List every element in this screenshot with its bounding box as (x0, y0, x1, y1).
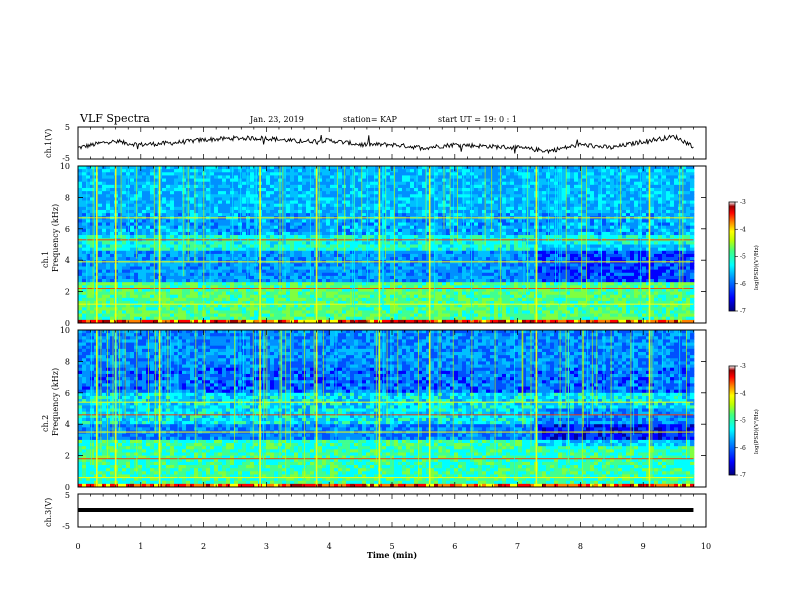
ch3-waveform-panel: 5 -5 ch.3(V) (44, 491, 707, 531)
x-tick-label: 5 (389, 542, 394, 551)
spectrogram-ytick-label: 8 (65, 193, 70, 202)
ch1-waveform-ylabel: ch.1(V) (44, 129, 53, 158)
ch1-waveform-line (77, 134, 694, 155)
x-tick-label: 4 (327, 542, 332, 551)
ch2-spectrogram-panel: 10 8 6 4 2 0 ch.2 Frequency (kHz) (41, 326, 707, 492)
colorbar-tick-label: -4 (740, 226, 746, 233)
spectrogram-ytick-label: 8 (65, 357, 70, 366)
x-tick-label: 9 (641, 542, 646, 551)
colorbar-tick-label: -5 (740, 254, 746, 261)
ch1-ytick-bottom: -5 (62, 154, 70, 163)
colorbar-tick-label: -4 (740, 390, 746, 397)
ch1-spectrogram-ylabel-channel: ch.1 (41, 251, 50, 268)
x-tick-label: 3 (264, 542, 269, 551)
start-time-label: start UT = 19: 0 : 1 (438, 115, 517, 124)
x-tick-label: 0 (75, 542, 80, 551)
spectrogram-ytick-label: 10 (60, 326, 70, 335)
x-tick-label: 2 (201, 542, 206, 551)
ch2-colorbar-scale (728, 365, 736, 476)
ch2-spectrogram-ylabel-channel: ch.2 (41, 415, 50, 432)
colorbar-tick-label: -3 (740, 363, 746, 370)
ch1-colorbar: -3 -4 -5 -6 -7 log(PSD)(V²/Hz) (728, 199, 760, 315)
ch3-ytick-bottom: -5 (62, 522, 70, 531)
x-tick-label: 8 (578, 542, 583, 551)
ch3-waveform-ylabel: ch.3(V) (44, 498, 53, 527)
ch1-waveform-panel: 5 -5 ch.1(V) (44, 123, 707, 163)
colorbar-tick-label: -7 (740, 472, 746, 479)
ch2-spectrogram-ylabel-frequency: Frequency (kHz) (51, 368, 60, 436)
figure-title: VLF Spectra (79, 112, 150, 125)
ch1-spectrogram-panel: 10 8 6 4 2 0 ch.1 Frequency (kHz) (41, 162, 707, 328)
colorbar-tick-label: -7 (740, 308, 746, 315)
spectrogram-ytick-label: 6 (65, 225, 70, 234)
x-tick-label: 6 (452, 542, 457, 551)
spectrogram-ytick-label: 2 (65, 452, 70, 461)
x-tick-label: 1 (138, 542, 143, 551)
ch1-colorbar-scale (728, 201, 736, 312)
date-label: Jan. 23, 2019 (249, 115, 304, 124)
spectrogram-ytick-label: 0 (65, 483, 70, 492)
x-tick-labels: 0 1 2 3 4 5 6 7 8 9 10 (75, 542, 711, 551)
spectrogram-ytick-label: 2 (65, 288, 70, 297)
x-axis-label: Time (min) (367, 550, 417, 560)
x-tick-label: 10 (701, 542, 711, 551)
ch2-colorbar-label: log(PSD)(V²/Hz) (753, 409, 760, 454)
ch1-spectrogram-ylabel-frequency: Frequency (kHz) (51, 204, 60, 272)
ch1-spectrogram-image (78, 166, 695, 324)
ch1-colorbar-label: log(PSD)(V²/Hz) (753, 245, 760, 290)
x-tick-label: 7 (515, 542, 520, 551)
colorbar-tick-label: -6 (740, 445, 746, 452)
spectrogram-ytick-label: 4 (65, 256, 70, 265)
ch3-ytick-top: 5 (65, 491, 70, 500)
spectrogram-ytick-label: 4 (65, 420, 70, 429)
colorbar-tick-label: -3 (740, 199, 746, 206)
colorbar-tick-label: -6 (740, 281, 746, 288)
spectrogram-ytick-label: 10 (60, 162, 70, 171)
spectrogram-ytick-label: 6 (65, 389, 70, 398)
ch2-spectrogram-image (78, 330, 695, 488)
station-label: station= KAP (343, 115, 398, 124)
ch1-ytick-top: 5 (65, 123, 70, 132)
ch1-waveform-trace (77, 134, 694, 155)
spectrogram-ytick-label: 0 (65, 319, 70, 328)
ch2-colorbar: -3 -4 -5 -6 -7 log(PSD)(V²/Hz) (728, 363, 760, 479)
colorbar-tick-label: -5 (740, 418, 746, 425)
